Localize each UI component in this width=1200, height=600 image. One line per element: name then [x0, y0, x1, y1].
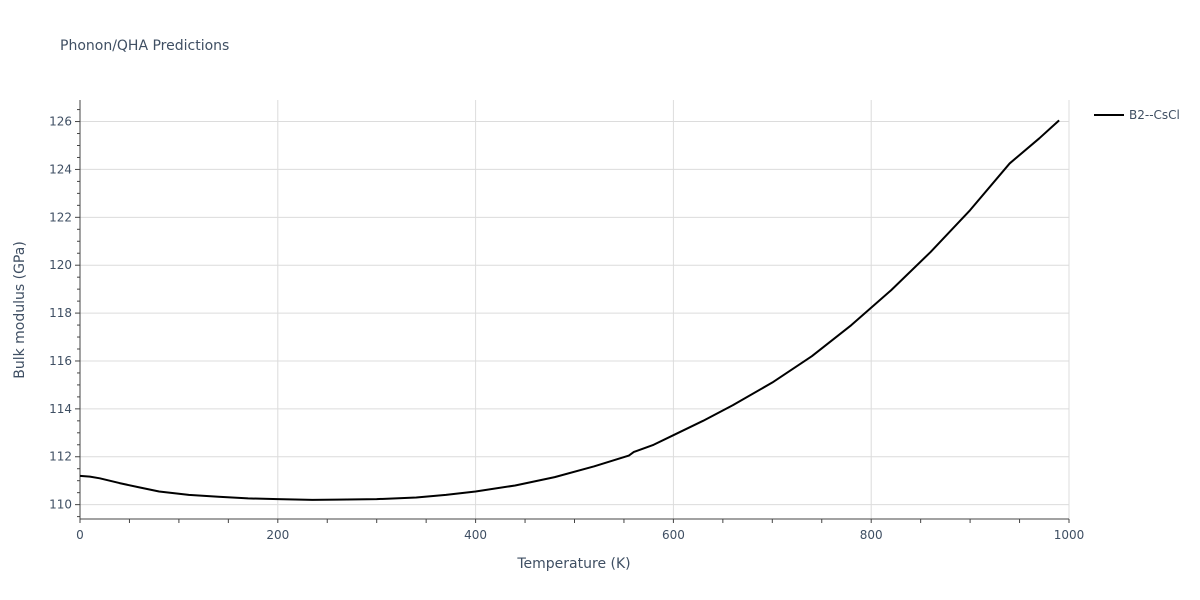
x-tick-label: 200: [266, 528, 289, 542]
y-tick-label: 114: [49, 402, 72, 416]
y-tick-label: 112: [49, 450, 72, 464]
x-tick-label: 600: [662, 528, 685, 542]
y-tick-label: 110: [49, 498, 72, 512]
legend-label: B2--CsCl: [1129, 108, 1180, 122]
x-tick-label: 800: [860, 528, 883, 542]
y-axis-title: Bulk modulus (GPa): [12, 241, 28, 379]
x-tick-label: 400: [464, 528, 487, 542]
axes: 0 200 400 600 800 1000 110 112 114 116 118 120 122 12…: [49, 100, 1084, 542]
x-axis-title: Temperature (K): [516, 556, 630, 572]
y-tick-label: 126: [49, 115, 72, 129]
y-tick-label: 122: [49, 210, 72, 224]
series-line: [79, 119, 1060, 501]
y-tick-label: 124: [49, 162, 72, 176]
y-tick-label: 116: [49, 354, 72, 368]
x-tick-label: 1000: [1054, 528, 1085, 542]
series-layer: [79, 119, 1060, 501]
legend[interactable]: B2--CsCl: [1094, 108, 1180, 122]
grid: [80, 100, 1070, 519]
y-tick-label: 118: [49, 306, 72, 320]
y-tick-label: 120: [49, 258, 72, 272]
x-tick-label: 0: [76, 528, 84, 542]
chart-title: Phonon/QHA Predictions: [60, 38, 229, 54]
